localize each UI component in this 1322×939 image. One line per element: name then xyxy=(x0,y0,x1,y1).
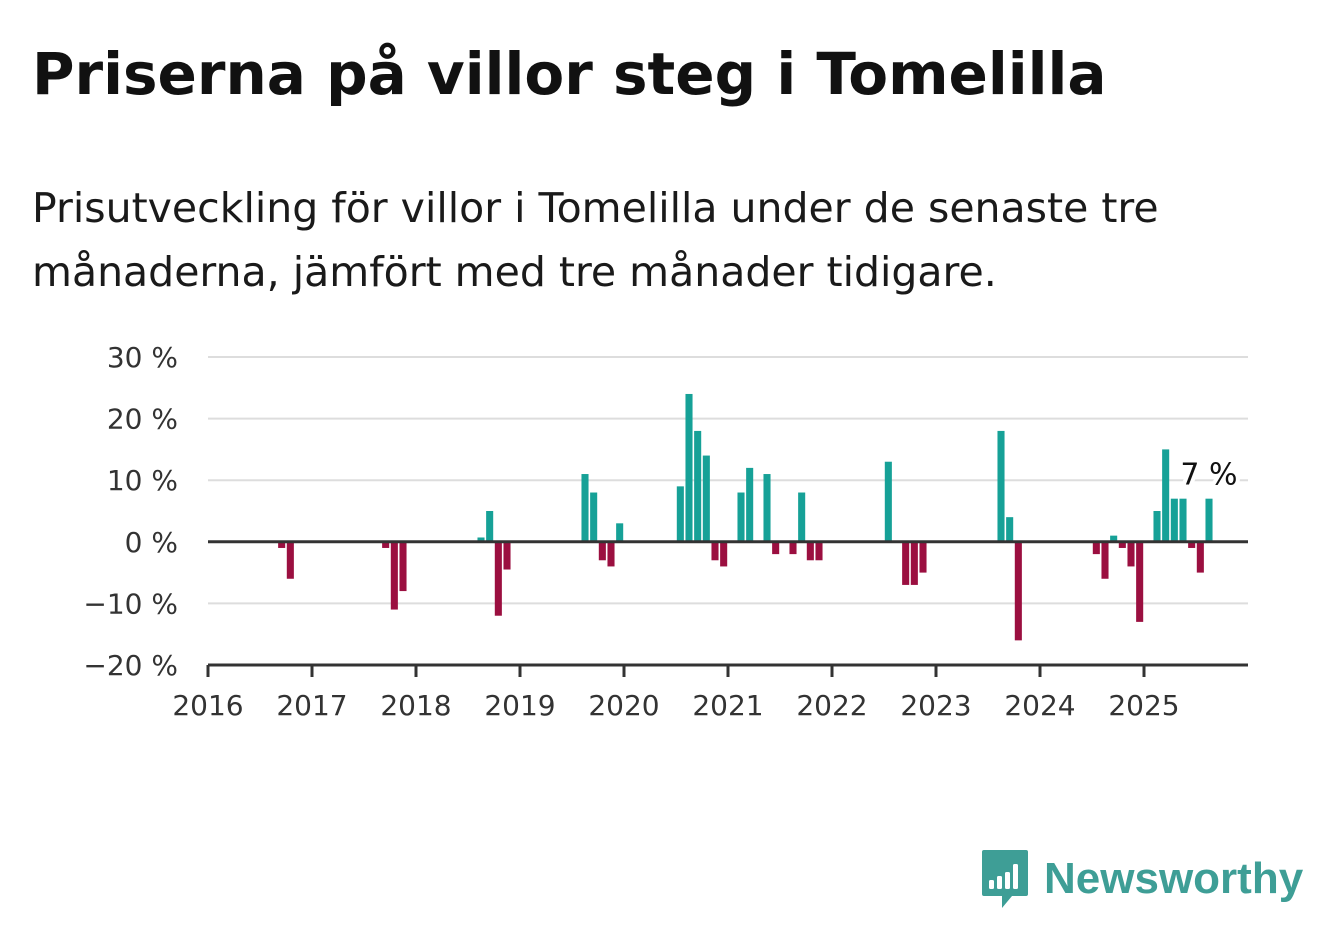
brand-logo: Newsworthy xyxy=(980,848,1304,910)
bar xyxy=(798,492,806,542)
x-tick-label: 2017 xyxy=(276,689,347,722)
brand-name: Newsworthy xyxy=(1044,854,1304,903)
bar xyxy=(1196,541,1204,573)
bar xyxy=(1014,541,1022,641)
bar xyxy=(1110,535,1118,542)
grid-lines xyxy=(208,356,1248,605)
y-tick-label: 0 % xyxy=(125,526,178,559)
bar xyxy=(286,541,294,579)
bar xyxy=(919,541,927,573)
bar xyxy=(676,486,684,542)
x-tick-label: 2021 xyxy=(692,689,763,722)
labels: 30 % 20 % 10 % 0 % −10 % −20 % 2016 2017 2018 201… xyxy=(83,341,1241,722)
bar xyxy=(503,541,511,570)
y-tick-label: 10 % xyxy=(107,464,178,497)
bar xyxy=(1153,511,1161,542)
bar xyxy=(884,461,892,542)
axes xyxy=(206,540,1248,677)
bar xyxy=(1205,498,1213,542)
value-label: 7 % xyxy=(1180,458,1237,493)
bar xyxy=(711,541,719,561)
bar xyxy=(772,541,780,555)
bar xyxy=(598,541,606,561)
bar xyxy=(694,430,702,542)
x-tick-label: 2022 xyxy=(796,689,867,722)
bar xyxy=(616,523,624,542)
bar xyxy=(997,430,1005,542)
bar xyxy=(494,541,502,616)
bar xyxy=(486,511,494,542)
newsworthy-bar-chart-bubble-icon xyxy=(982,850,1028,908)
bar xyxy=(815,541,823,561)
bar xyxy=(1092,541,1100,555)
chart-title: Priserna på villor steg i Tomelilla xyxy=(32,40,1107,108)
bar xyxy=(1006,517,1014,542)
bar xyxy=(702,455,710,542)
chart-subtitle: Prisutveckling för villor i Tomelilla un… xyxy=(32,184,1159,296)
bar xyxy=(1118,541,1126,548)
x-tick-label: 2018 xyxy=(380,689,451,722)
bar xyxy=(581,474,589,542)
bar xyxy=(382,541,390,548)
bar xyxy=(1188,541,1196,548)
y-tick-label: 20 % xyxy=(107,403,178,436)
bar xyxy=(737,492,745,542)
x-tick-label: 2019 xyxy=(484,689,555,722)
x-tick-label: 2023 xyxy=(900,689,971,722)
bar xyxy=(902,541,910,585)
y-tick-label: 30 % xyxy=(107,341,178,374)
bar xyxy=(789,541,797,555)
bar xyxy=(763,474,771,542)
x-tick-label: 2025 xyxy=(1108,689,1179,722)
bar xyxy=(1170,498,1178,542)
bar xyxy=(390,541,398,610)
bar xyxy=(746,467,754,542)
bar xyxy=(1179,498,1187,542)
x-tick-label: 2016 xyxy=(172,689,243,722)
bar xyxy=(1127,541,1135,567)
bars xyxy=(278,393,1213,641)
x-tick-label: 2024 xyxy=(1004,689,1075,722)
bar xyxy=(685,393,693,542)
bar xyxy=(399,541,407,592)
bar xyxy=(720,541,728,567)
bar xyxy=(477,537,485,542)
y-tick-label: −10 % xyxy=(83,587,178,620)
bar xyxy=(1162,449,1170,542)
bar-chart: 30 % 20 % 10 % 0 % −10 % −20 % 2016 2017 2018 201… xyxy=(83,341,1248,722)
bar xyxy=(607,541,615,567)
bar xyxy=(910,541,918,585)
bar xyxy=(1136,541,1144,622)
bar xyxy=(278,541,286,548)
x-tick-label: 2020 xyxy=(588,689,659,722)
bar xyxy=(1101,541,1109,579)
y-tick-label: −20 % xyxy=(83,649,178,682)
bar xyxy=(590,492,598,542)
bar xyxy=(806,541,814,561)
